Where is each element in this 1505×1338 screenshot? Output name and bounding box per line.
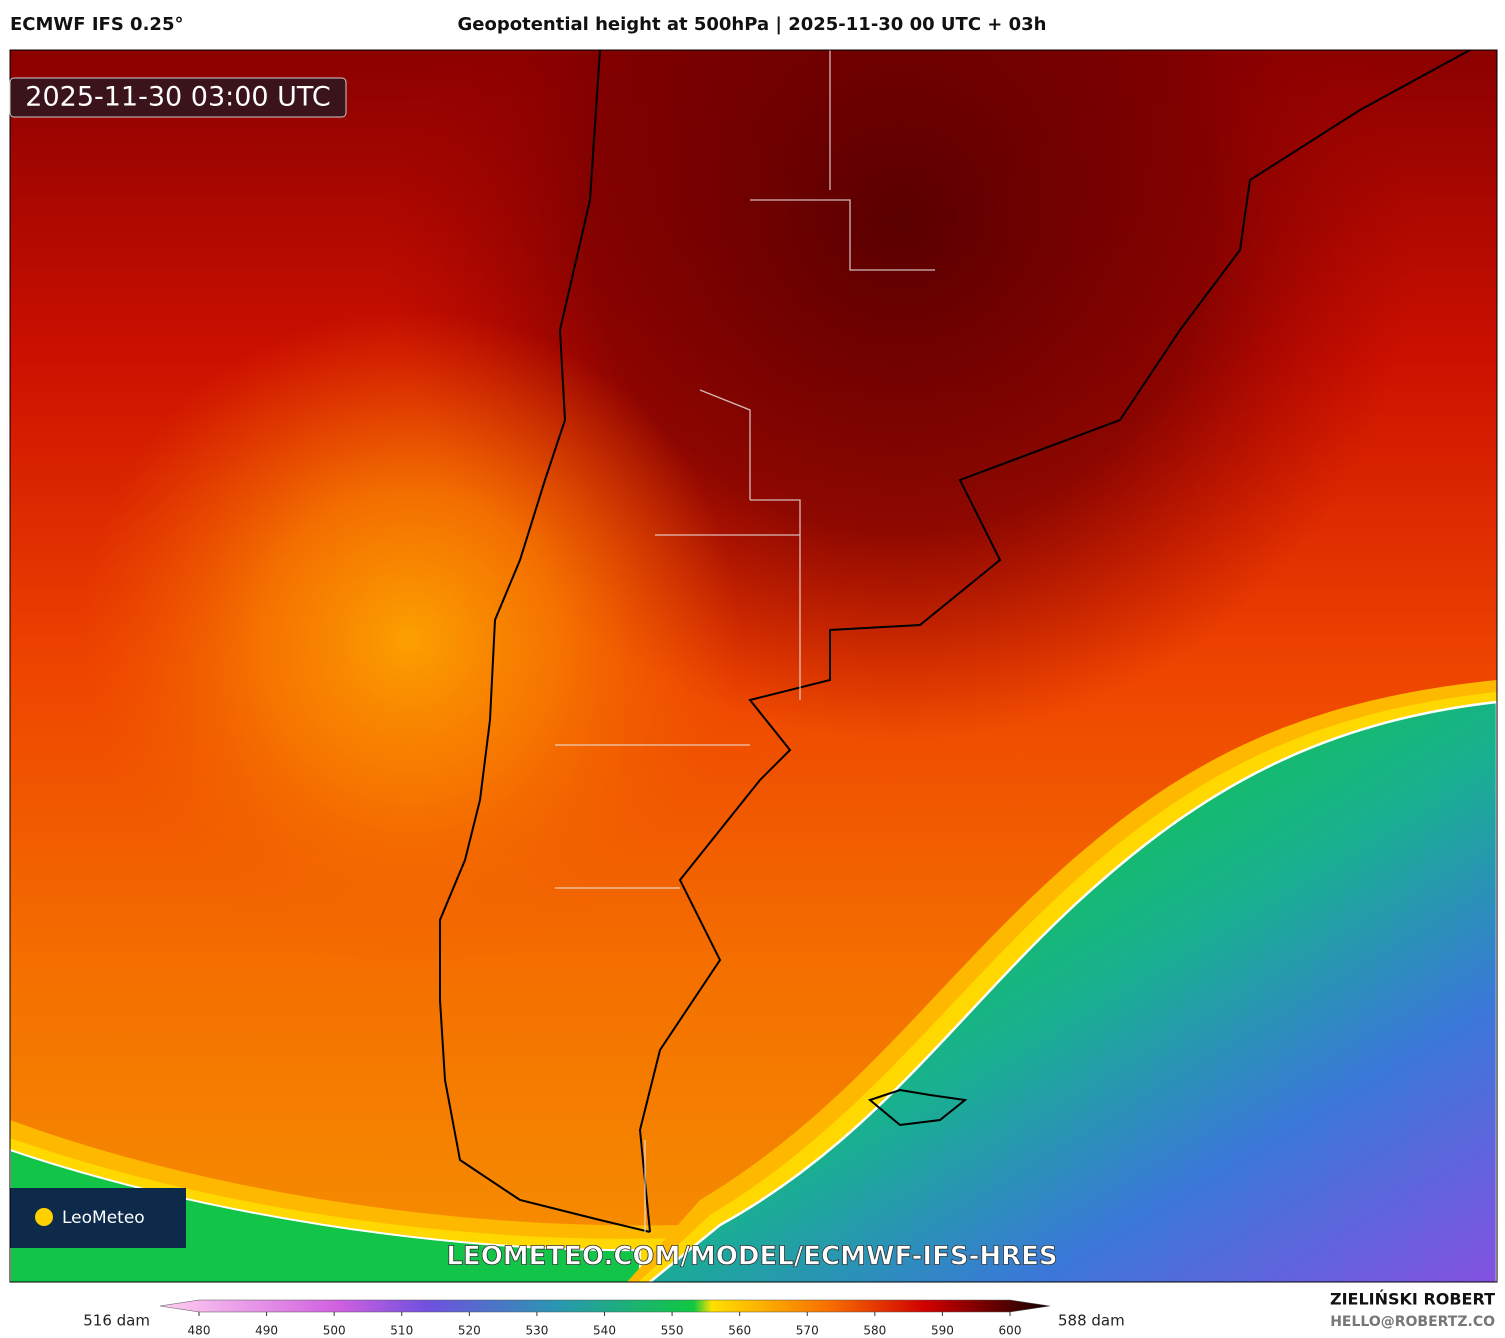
- colorbar-tick-label: 540: [593, 1324, 616, 1338]
- colorbar-tick-label: 520: [458, 1324, 481, 1338]
- colorbar-tick-label: 560: [728, 1324, 751, 1338]
- colorbar-tick-label: 580: [863, 1324, 886, 1338]
- colorbar-tick-label: 600: [999, 1324, 1022, 1338]
- colorbar-tick-label: 530: [525, 1324, 548, 1338]
- colorbar-min-label: 516 dam: [83, 1312, 150, 1330]
- timestamp: 2025-11-30 03:00 UTC: [25, 82, 330, 113]
- logo-sun: [35, 1208, 53, 1226]
- field-ridge: [10, 250, 910, 1050]
- islands: [867, 1088, 968, 1127]
- email: HELLO@ROBERTZ.CO: [1330, 1314, 1495, 1330]
- logo-text: LeoMeteo: [62, 1208, 145, 1228]
- colorbar-tick-label: 550: [661, 1324, 684, 1338]
- author: ZIELIŃSKI ROBERT: [1330, 1290, 1495, 1309]
- timestamp-box: [9, 77, 347, 118]
- colorbar: [159, 1299, 1051, 1313]
- cold-area: [647, 700, 1497, 1282]
- map-title: Geopotential height at 500hPa | 2025-11-…: [457, 14, 1046, 35]
- map: LeoMeteo LEOMETEO.COM/MODEL/ECMWF-IFS-HR…: [10, 50, 1497, 1282]
- watermark: LEOMETEO.COM/MODEL/ECMWF-IFS-HRES: [446, 1242, 1057, 1272]
- colorbar-bar: [159, 1299, 1051, 1313]
- map-frame: [9, 49, 1498, 1283]
- colorbar-tick-label: 500: [323, 1324, 346, 1338]
- colorbar-tick-label: 480: [188, 1324, 211, 1338]
- borders: [555, 50, 935, 1232]
- colorbar-tick-label: 590: [931, 1324, 954, 1338]
- colorbar-tick-label: 510: [390, 1324, 413, 1338]
- colorbar-max-label: 588 dam: [1058, 1312, 1125, 1330]
- colorbar-tick-label: 490: [255, 1324, 278, 1338]
- model-name: ECMWF IFS 0.25°: [10, 14, 183, 35]
- colorbar-tick-label: 570: [796, 1324, 819, 1338]
- coastline: [439, 50, 1471, 1233]
- cold-area: [10, 1148, 641, 1282]
